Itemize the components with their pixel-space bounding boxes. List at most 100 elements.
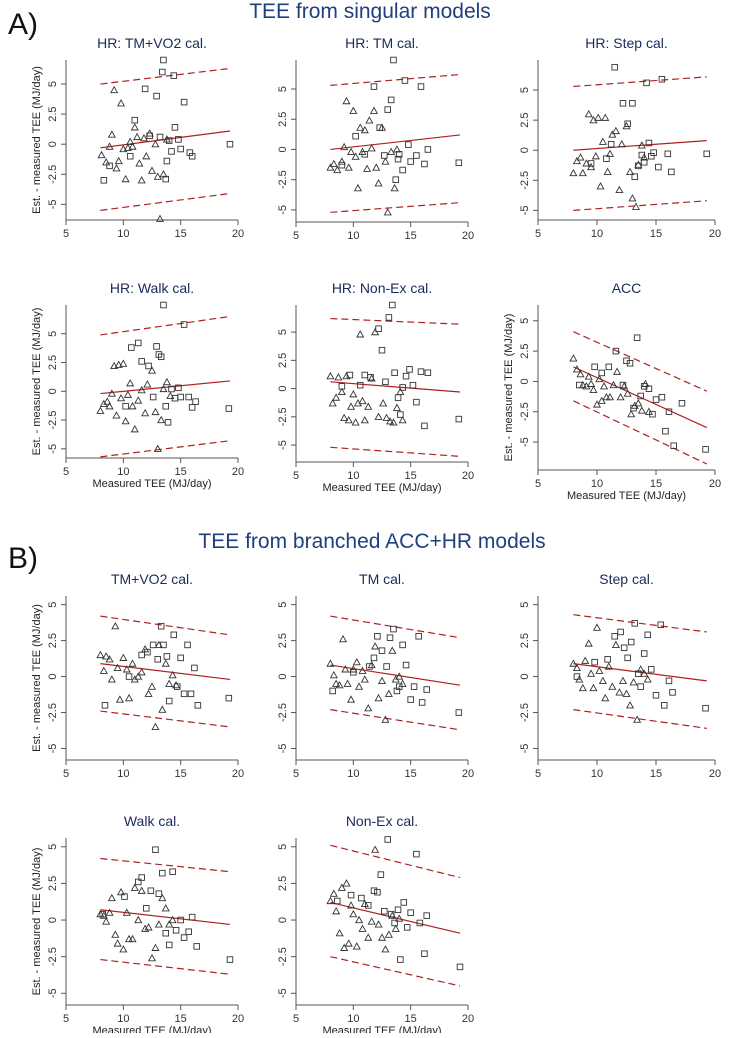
triangle-point <box>172 680 181 689</box>
square-point <box>384 106 391 113</box>
square-point <box>657 621 664 629</box>
x-tick-label: 5 <box>63 228 69 240</box>
triangle-point <box>161 659 170 667</box>
square-point <box>591 363 598 371</box>
triangle-point <box>115 695 124 703</box>
triangle-point <box>337 157 346 165</box>
square-point <box>134 878 142 886</box>
triangle-point <box>569 168 578 177</box>
square-point <box>643 79 650 87</box>
triangle-point <box>631 202 641 210</box>
triangle-point <box>134 915 143 924</box>
square-point <box>192 398 199 405</box>
square-point <box>155 351 163 358</box>
triangle-point <box>113 939 122 947</box>
triangle-point <box>107 893 116 902</box>
triangle-point <box>615 688 624 696</box>
triangle-point <box>105 142 114 150</box>
regression-line <box>100 380 231 395</box>
upper-limit-line <box>573 331 707 392</box>
square-point <box>635 162 642 170</box>
square-point <box>160 301 167 309</box>
triangle-point <box>629 678 638 686</box>
square-point <box>370 83 378 90</box>
triangle-point <box>374 412 383 420</box>
triangle-point <box>144 689 153 697</box>
square-point <box>366 663 373 670</box>
y-tick-label: -2.5 <box>47 165 59 184</box>
triangle-point <box>360 125 369 134</box>
square-point <box>155 890 163 897</box>
panel-title: HR: TM+VO2 cal. <box>97 35 207 51</box>
panel-5: HR: Non-Ex cal. 5 10 15 20 -5 -2.5 0 2.5 5 Measure… <box>277 280 474 494</box>
square-point <box>407 909 414 916</box>
square-point <box>591 658 598 666</box>
square-point <box>633 334 641 342</box>
square-point <box>423 686 430 693</box>
triangle-point <box>99 666 108 674</box>
panel-title: HR: Non-Ex cal. <box>332 280 432 296</box>
square-point <box>143 905 150 912</box>
section-a-title: TEE from singular models <box>249 0 491 23</box>
triangle-point <box>130 123 139 131</box>
square-point <box>626 359 634 367</box>
square-point <box>99 910 106 918</box>
triangle-point <box>364 933 373 941</box>
x-axis-title: Measured TEE (MJ/day) <box>92 478 211 490</box>
triangle-point <box>395 914 404 922</box>
triangle-point <box>600 382 609 390</box>
y-tick-label: 2.5 <box>519 343 531 358</box>
square-point <box>405 141 412 148</box>
triangle-point <box>113 663 122 672</box>
x-tick-label: 20 <box>462 470 474 482</box>
triangle-point <box>328 399 337 407</box>
triangle-point <box>112 411 121 419</box>
square-point <box>417 83 425 90</box>
triangle-point <box>364 703 373 712</box>
square-point <box>356 381 364 389</box>
square-point <box>185 928 192 936</box>
square-point <box>194 702 202 709</box>
triangle-point <box>116 887 126 896</box>
triangle-point <box>617 139 626 148</box>
square-point <box>393 687 401 695</box>
square-point <box>455 415 463 423</box>
triangle-point <box>634 160 643 168</box>
square-point <box>157 622 165 630</box>
y-tick-label: -2.5 <box>519 402 531 421</box>
section-b-letter: B) <box>8 542 38 575</box>
square-point <box>655 163 662 171</box>
square-point <box>644 631 651 639</box>
triangle-point <box>334 373 343 381</box>
square-point <box>652 396 660 403</box>
triangle-point <box>581 656 590 664</box>
square-point <box>403 924 411 931</box>
square-point <box>624 654 631 662</box>
triangle-point <box>372 163 381 171</box>
triangle-point <box>371 642 380 650</box>
triangle-point <box>374 693 383 702</box>
panel-3: HR: Step cal. 5 10 15 20 -5 -2.5 0 2.5 5 <box>519 35 721 240</box>
regression-line <box>100 663 231 681</box>
triangle-point <box>390 183 399 192</box>
x-tick-label: 20 <box>462 768 474 780</box>
square-point <box>169 868 176 875</box>
square-point <box>187 690 195 698</box>
triangle-point <box>158 705 167 713</box>
panel-title: TM cal. <box>359 571 405 587</box>
y-tick-label: 2.5 <box>47 106 59 121</box>
square-point <box>631 620 639 627</box>
panel-10: Walk cal. 5 10 15 20 -5 -2.5 0 2.5 5 Est. - measur… <box>31 813 244 1037</box>
triangle-point <box>96 650 105 659</box>
x-tick-label: 5 <box>63 768 69 780</box>
square-point <box>146 132 153 140</box>
y-tick-label: -5 <box>519 205 531 215</box>
square-point <box>172 927 180 934</box>
lower-limit-line <box>100 710 231 728</box>
square-point <box>177 145 184 153</box>
triangle-point <box>611 640 620 649</box>
triangle-point <box>367 917 376 925</box>
y-tick-label: -5 <box>277 744 289 754</box>
triangle-point <box>351 152 360 160</box>
triangle-point <box>123 143 132 151</box>
